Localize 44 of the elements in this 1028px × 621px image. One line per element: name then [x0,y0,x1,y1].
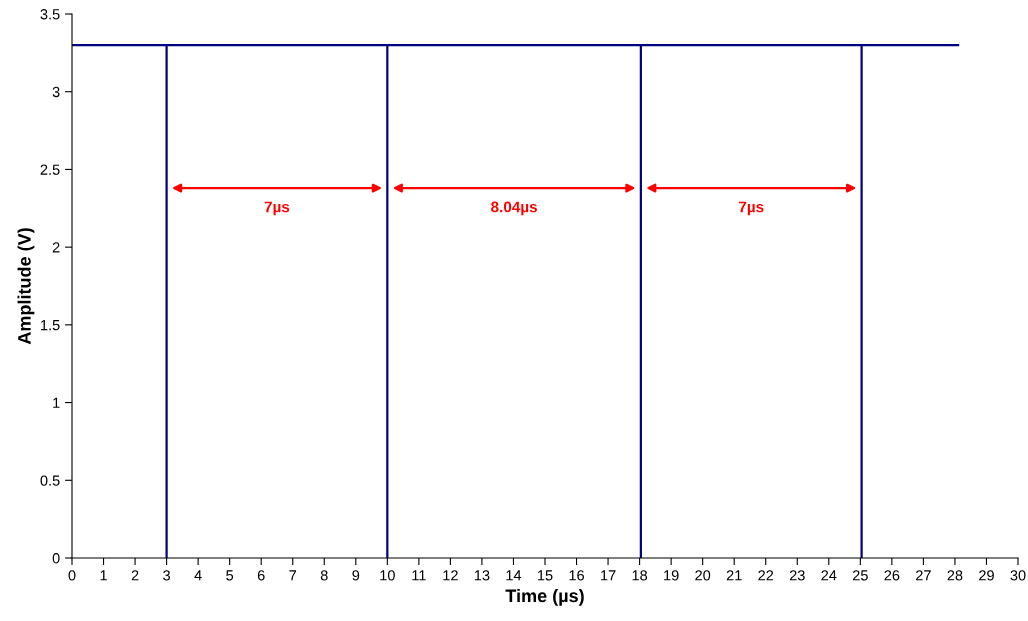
x-tick-label: 26 [884,570,900,581]
x-tick-label: 9 [352,570,360,581]
x-tick-label: 11 [412,570,426,581]
x-tick-label: 10 [380,570,395,581]
y-tick-label: 2 [52,242,60,253]
x-tick-label: 19 [664,570,679,581]
x-tick-label: 20 [695,570,711,581]
x-axis-title: Time (µs) [505,588,584,606]
x-tick-label: 14 [506,570,522,581]
x-tick-label: 15 [538,570,553,581]
y-tick-label: 3 [52,86,60,98]
x-tick-label: 22 [758,570,774,581]
annotation: 7µs [264,201,290,216]
x-tick-label: 0 [68,570,76,581]
x-tick-label: 2 [131,570,139,581]
x-tick-label: 6 [257,570,265,581]
x-tick-label: 28 [947,570,963,581]
annotation: 8.04µs [491,201,537,216]
x-tick-label: 17 [601,570,616,581]
x-tick-label: 21 [726,570,742,581]
x-tick-label: 3 [163,570,171,581]
x-tick-label: 13 [474,570,490,581]
y-tick-label: 1.5 [41,320,60,331]
x-tick-label: 29 [979,570,994,581]
x-tick-label: 27 [916,570,931,581]
x-tick-label: 18 [632,570,648,581]
x-tick-label: 5 [226,570,234,581]
x-tick-label: 1 [100,570,107,581]
x-tick-label: 4 [194,570,202,581]
x-tick-label: 24 [821,570,837,581]
y-tick-label: 1 [53,397,60,408]
x-tick-label: 30 [1010,570,1026,581]
x-tick-label: 23 [789,570,805,581]
x-tick-label: 7 [289,570,297,581]
annotation: 7µs [738,201,764,216]
x-tick-label: 16 [569,570,584,581]
y-tick-label: 0 [52,553,60,564]
y-axis-title: Amplitude (V) [17,228,35,345]
y-tick-label: 0.5 [40,475,60,486]
x-tick-label: 12 [443,570,458,581]
x-tick-label: 25 [852,570,868,581]
x-tick-label: 8 [320,570,328,581]
y-tick-label: 2.5 [40,164,60,175]
y-tick-label: 3.5 [40,9,60,20]
